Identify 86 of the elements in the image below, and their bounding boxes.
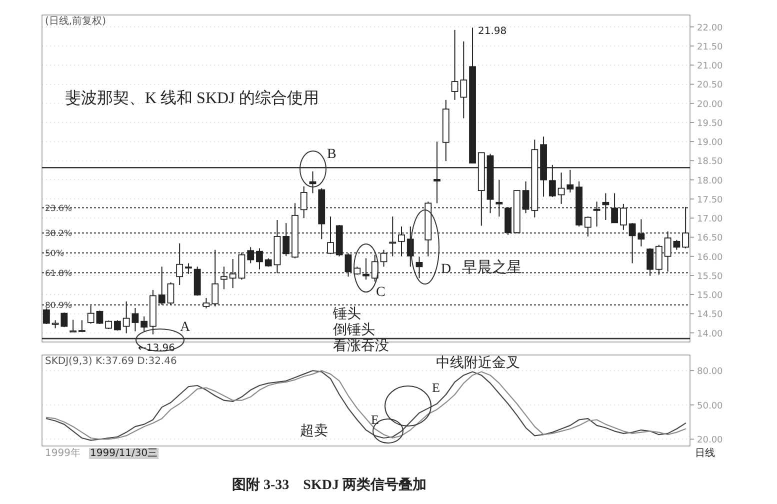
candlestick [593, 201, 600, 227]
candlestick [247, 246, 254, 264]
candlestick [460, 40, 468, 119]
annotation: 看涨吞没 [333, 338, 389, 354]
candlestick [451, 29, 458, 100]
candlestick [300, 186, 308, 219]
candlestick [220, 266, 228, 290]
candlestick [185, 262, 192, 274]
y-tick-label: 19.00 [697, 138, 724, 148]
candlestick [548, 164, 556, 198]
y-tick-label: 21.00 [697, 62, 724, 72]
y-tick-label: 14.00 [697, 329, 724, 340]
candlestick [655, 244, 662, 276]
candlestick [114, 320, 121, 332]
candlestick [389, 216, 396, 257]
candlestick [434, 141, 440, 204]
y-tick-label: 18.00 [697, 176, 724, 186]
y-tick-label: 50.00 [697, 401, 724, 412]
y-tick-label: 14.50 [697, 310, 724, 320]
candlestick [522, 180, 530, 214]
text: 1999年 [45, 447, 80, 459]
candlestick [140, 316, 148, 332]
candlestick [122, 300, 130, 334]
annotation: C [376, 285, 386, 300]
y-tick-label: 17.00 [697, 214, 724, 225]
annotation: E [432, 380, 440, 395]
candlestick [496, 179, 503, 218]
candlestick [566, 169, 574, 193]
candlestick [646, 248, 654, 276]
annotation: 斐波那契、K 线和 SKDJ 的综合使用 [65, 89, 319, 107]
y-tick-label: 80.00 [697, 367, 724, 378]
candlestick [212, 249, 219, 307]
candlestick [327, 216, 334, 255]
candlestick [416, 256, 423, 279]
annotation: A [180, 320, 191, 335]
candlestick [602, 192, 610, 220]
y-tick-label: 18.50 [697, 157, 724, 168]
y-tick-label: 20.50 [697, 80, 724, 91]
candlestick [558, 172, 565, 204]
y-tick-label: 19.50 [697, 118, 724, 129]
annotation: 23.6% [45, 204, 72, 214]
chart-title: SKDJ(9,3) K:37.69 D:32.46 [45, 356, 177, 367]
candlestick [620, 203, 627, 230]
y-tick-label: 15.50 [697, 272, 724, 282]
candlestick [611, 192, 618, 224]
candlestick [282, 222, 290, 256]
candlestick [176, 242, 184, 286]
y-tick-label: 20.00 [697, 100, 724, 110]
y-tick-label: 16.50 [697, 234, 724, 244]
candlestick [202, 298, 210, 309]
candlestick [132, 307, 139, 332]
y-tick-label: 20.00 [697, 436, 724, 446]
candlestick [344, 252, 352, 278]
annotation: 超卖 [300, 423, 328, 439]
candlestick [167, 282, 174, 306]
candlestick [256, 248, 263, 270]
y-tick-label: 15.00 [697, 291, 724, 302]
candlestick [238, 252, 246, 280]
annotation: 早晨之星 [462, 259, 522, 276]
candlestick [362, 258, 370, 280]
annotation: B [327, 147, 336, 162]
annotation: 38.2% [45, 229, 72, 239]
annotation: 50% [45, 249, 64, 259]
text: 1999/11/30三 [90, 448, 158, 459]
y-tick-label: 21.50 [697, 42, 724, 52]
y-tick-label: 22.00 [697, 23, 724, 34]
candlestick [584, 216, 592, 237]
chart-title: (日线,前复权) [45, 15, 106, 27]
candlestick [398, 226, 405, 257]
annotation: 中线附近金叉 [436, 355, 520, 371]
y-tick-label: 17.50 [697, 195, 724, 206]
y-tick-label: 16.00 [697, 252, 724, 263]
candlestick [158, 266, 166, 306]
annotation: 锤头 [332, 306, 361, 322]
annotation: D [441, 262, 452, 277]
annotation: 21.98 [478, 26, 507, 37]
annotation: 倒锤头 [333, 322, 375, 338]
candlestick [229, 258, 236, 289]
candlestick [42, 308, 50, 325]
text: 日线 [695, 447, 715, 459]
candlestick [380, 249, 388, 268]
candlestick [70, 319, 77, 333]
annotation: 80.9% [45, 301, 72, 311]
annotation: 61.8% [45, 269, 72, 279]
text: 图附 3-33 SKDJ 两类信号叠加 [232, 477, 426, 493]
annotation: E [371, 412, 379, 427]
